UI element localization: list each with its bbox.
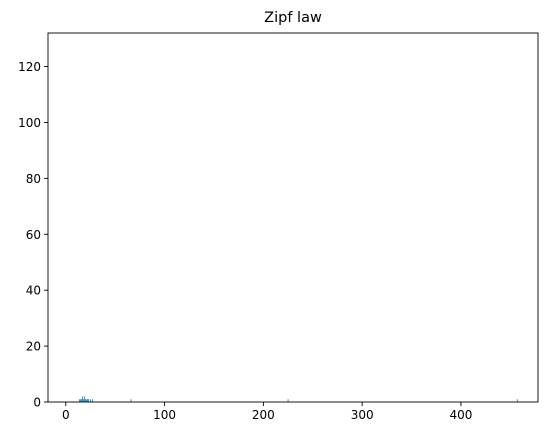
bars [79, 396, 518, 402]
y-tick-label: 60 [26, 228, 41, 242]
bar [79, 399, 81, 402]
bar [88, 399, 89, 402]
bar [87, 399, 88, 402]
bar [83, 399, 84, 402]
bar [130, 399, 132, 402]
bar [82, 396, 83, 402]
y-tick-label: 20 [26, 340, 41, 354]
y-tick-label: 0 [33, 396, 41, 410]
x-axis: 0 100 200 300 400 [62, 402, 472, 422]
bar [287, 399, 289, 402]
y-axis: 0 20 40 60 80 100 120 [18, 60, 48, 410]
x-tick-label: 200 [252, 408, 275, 422]
y-tick-label: 120 [18, 60, 41, 74]
bar [84, 396, 85, 402]
x-tick-label: 0 [62, 408, 70, 422]
bar [86, 399, 87, 402]
y-tick-label: 100 [18, 116, 41, 130]
x-tick-label: 100 [153, 408, 176, 422]
x-tick-label: 400 [449, 408, 472, 422]
bar [85, 399, 86, 402]
bar [516, 399, 518, 402]
bar [81, 399, 82, 402]
x-tick-label: 300 [351, 408, 374, 422]
bar [90, 399, 91, 402]
plot-frame [47, 32, 539, 403]
chart-title: Zipf law [264, 10, 322, 26]
bar [80, 399, 81, 402]
bar [92, 399, 93, 402]
y-tick-label: 80 [26, 172, 41, 186]
y-tick-label: 40 [26, 284, 41, 298]
